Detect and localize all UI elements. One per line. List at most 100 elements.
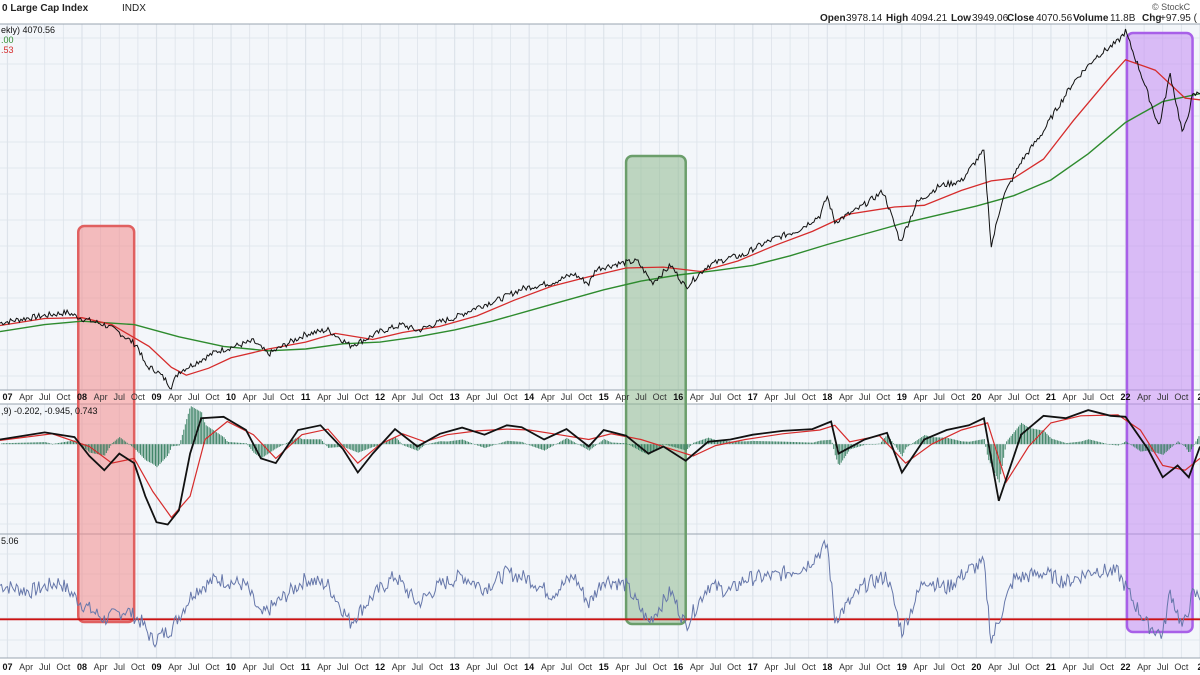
histogram-bar (864, 444, 866, 445)
axis-tick-label: 15 (599, 392, 609, 402)
histogram-bar (651, 444, 653, 453)
histogram-bar (296, 437, 298, 445)
axis-tick-label: Jul (710, 392, 722, 402)
histogram-bar (605, 439, 607, 445)
histogram-bar (672, 444, 674, 447)
histogram-bar (515, 441, 517, 445)
histogram-bar (8, 443, 10, 445)
histogram-bar (20, 442, 22, 445)
histogram-bar (997, 444, 999, 480)
axis-tick-label: 2 (1197, 392, 1200, 402)
histogram-bar (618, 442, 620, 445)
histogram-bar (669, 444, 671, 446)
histogram-bar (715, 440, 717, 445)
histogram-bar (432, 442, 434, 445)
histogram-bar (721, 440, 723, 445)
histogram-bar (718, 440, 720, 445)
histogram-bar (931, 437, 933, 445)
histogram-bar (611, 442, 613, 445)
histogram-bar (1182, 444, 1184, 445)
histogram-bar (1118, 444, 1119, 446)
histogram-bar (235, 442, 237, 445)
histogram-bar (362, 444, 364, 451)
axis-tick-label: Oct (429, 662, 444, 672)
histogram-bar (58, 442, 60, 445)
histogram-bar (675, 444, 677, 448)
histogram-bar (758, 441, 760, 445)
histogram-bar (402, 444, 404, 446)
histogram-bar (828, 439, 830, 445)
histogram-bar (566, 438, 568, 445)
axis-tick-label: Jul (1008, 392, 1020, 402)
axis-tick-label: 15 (599, 662, 609, 672)
axis-tick-label: Oct (653, 392, 668, 402)
histogram-bar (699, 440, 701, 445)
histogram-bar (314, 439, 316, 445)
axis-tick-label: 18 (822, 662, 832, 672)
histogram-bar (350, 444, 352, 450)
histogram-bar (1103, 442, 1105, 445)
histogram-bar (377, 444, 379, 446)
histogram-bar (636, 444, 638, 450)
histogram-bar (84, 444, 86, 449)
histogram-bar (1109, 444, 1110, 445)
histogram-bar (918, 439, 920, 445)
axis-tick-label: Oct (727, 662, 742, 672)
histogram-bar (1097, 441, 1099, 445)
histogram-bar (493, 444, 495, 446)
histogram-bar (81, 444, 83, 447)
histogram-bar (49, 443, 51, 445)
histogram-bar (527, 444, 529, 445)
histogram-bar (73, 440, 74, 445)
histogram-bar (992, 444, 994, 470)
histogram-bar (1003, 444, 1005, 458)
histogram-bar (991, 444, 993, 467)
histogram-bar (751, 441, 753, 445)
histogram-bar (652, 444, 654, 452)
histogram-bar (928, 436, 930, 445)
histogram-bar (541, 444, 543, 450)
histogram-bar (330, 444, 332, 448)
histogram-bar (1039, 429, 1040, 445)
axis-tick-label: 14 (524, 662, 534, 672)
histogram-bar (830, 439, 832, 445)
histogram-bar (803, 442, 805, 445)
axis-tick-label: 17 (748, 392, 758, 402)
histogram-bar (259, 444, 261, 458)
histogram-bar (356, 444, 358, 453)
histogram-bar (61, 442, 63, 445)
histogram-bar (684, 444, 686, 451)
histogram-bar (536, 444, 538, 448)
axis-tick-label: Oct (1100, 662, 1115, 672)
histogram-bar (976, 440, 978, 445)
axis-tick-label: Apr (19, 392, 33, 402)
histogram-bar (948, 438, 949, 445)
axis-tick-label: 08 (77, 392, 87, 402)
histogram-bar (965, 441, 967, 445)
histogram-bar (162, 444, 164, 461)
histogram-bar (921, 437, 923, 445)
histogram-bar (386, 441, 387, 445)
histogram-bar (1082, 441, 1084, 445)
axis-tick-label: Apr (839, 392, 853, 402)
histogram-bar (1025, 425, 1027, 445)
histogram-bar (666, 444, 668, 446)
histogram-bar (551, 444, 553, 447)
histogram-bar (324, 444, 326, 445)
histogram-bar (676, 444, 678, 449)
histogram-bar (968, 441, 970, 445)
histogram-bar (781, 441, 783, 445)
histogram-bar (1165, 444, 1167, 453)
histogram-bar (1195, 441, 1197, 445)
axis-tick-label: 2 (1197, 662, 1200, 672)
axis-tick-label: Apr (392, 662, 406, 672)
histogram-bar (360, 444, 362, 452)
histogram-bar (985, 444, 987, 447)
histogram-bar (539, 444, 541, 449)
histogram-bar (29, 442, 31, 445)
histogram-bar (763, 441, 765, 445)
histogram-bar (724, 440, 726, 445)
axis-tick-label: 10 (226, 392, 236, 402)
histogram-bar (1161, 444, 1163, 455)
histogram-bar (760, 441, 762, 445)
